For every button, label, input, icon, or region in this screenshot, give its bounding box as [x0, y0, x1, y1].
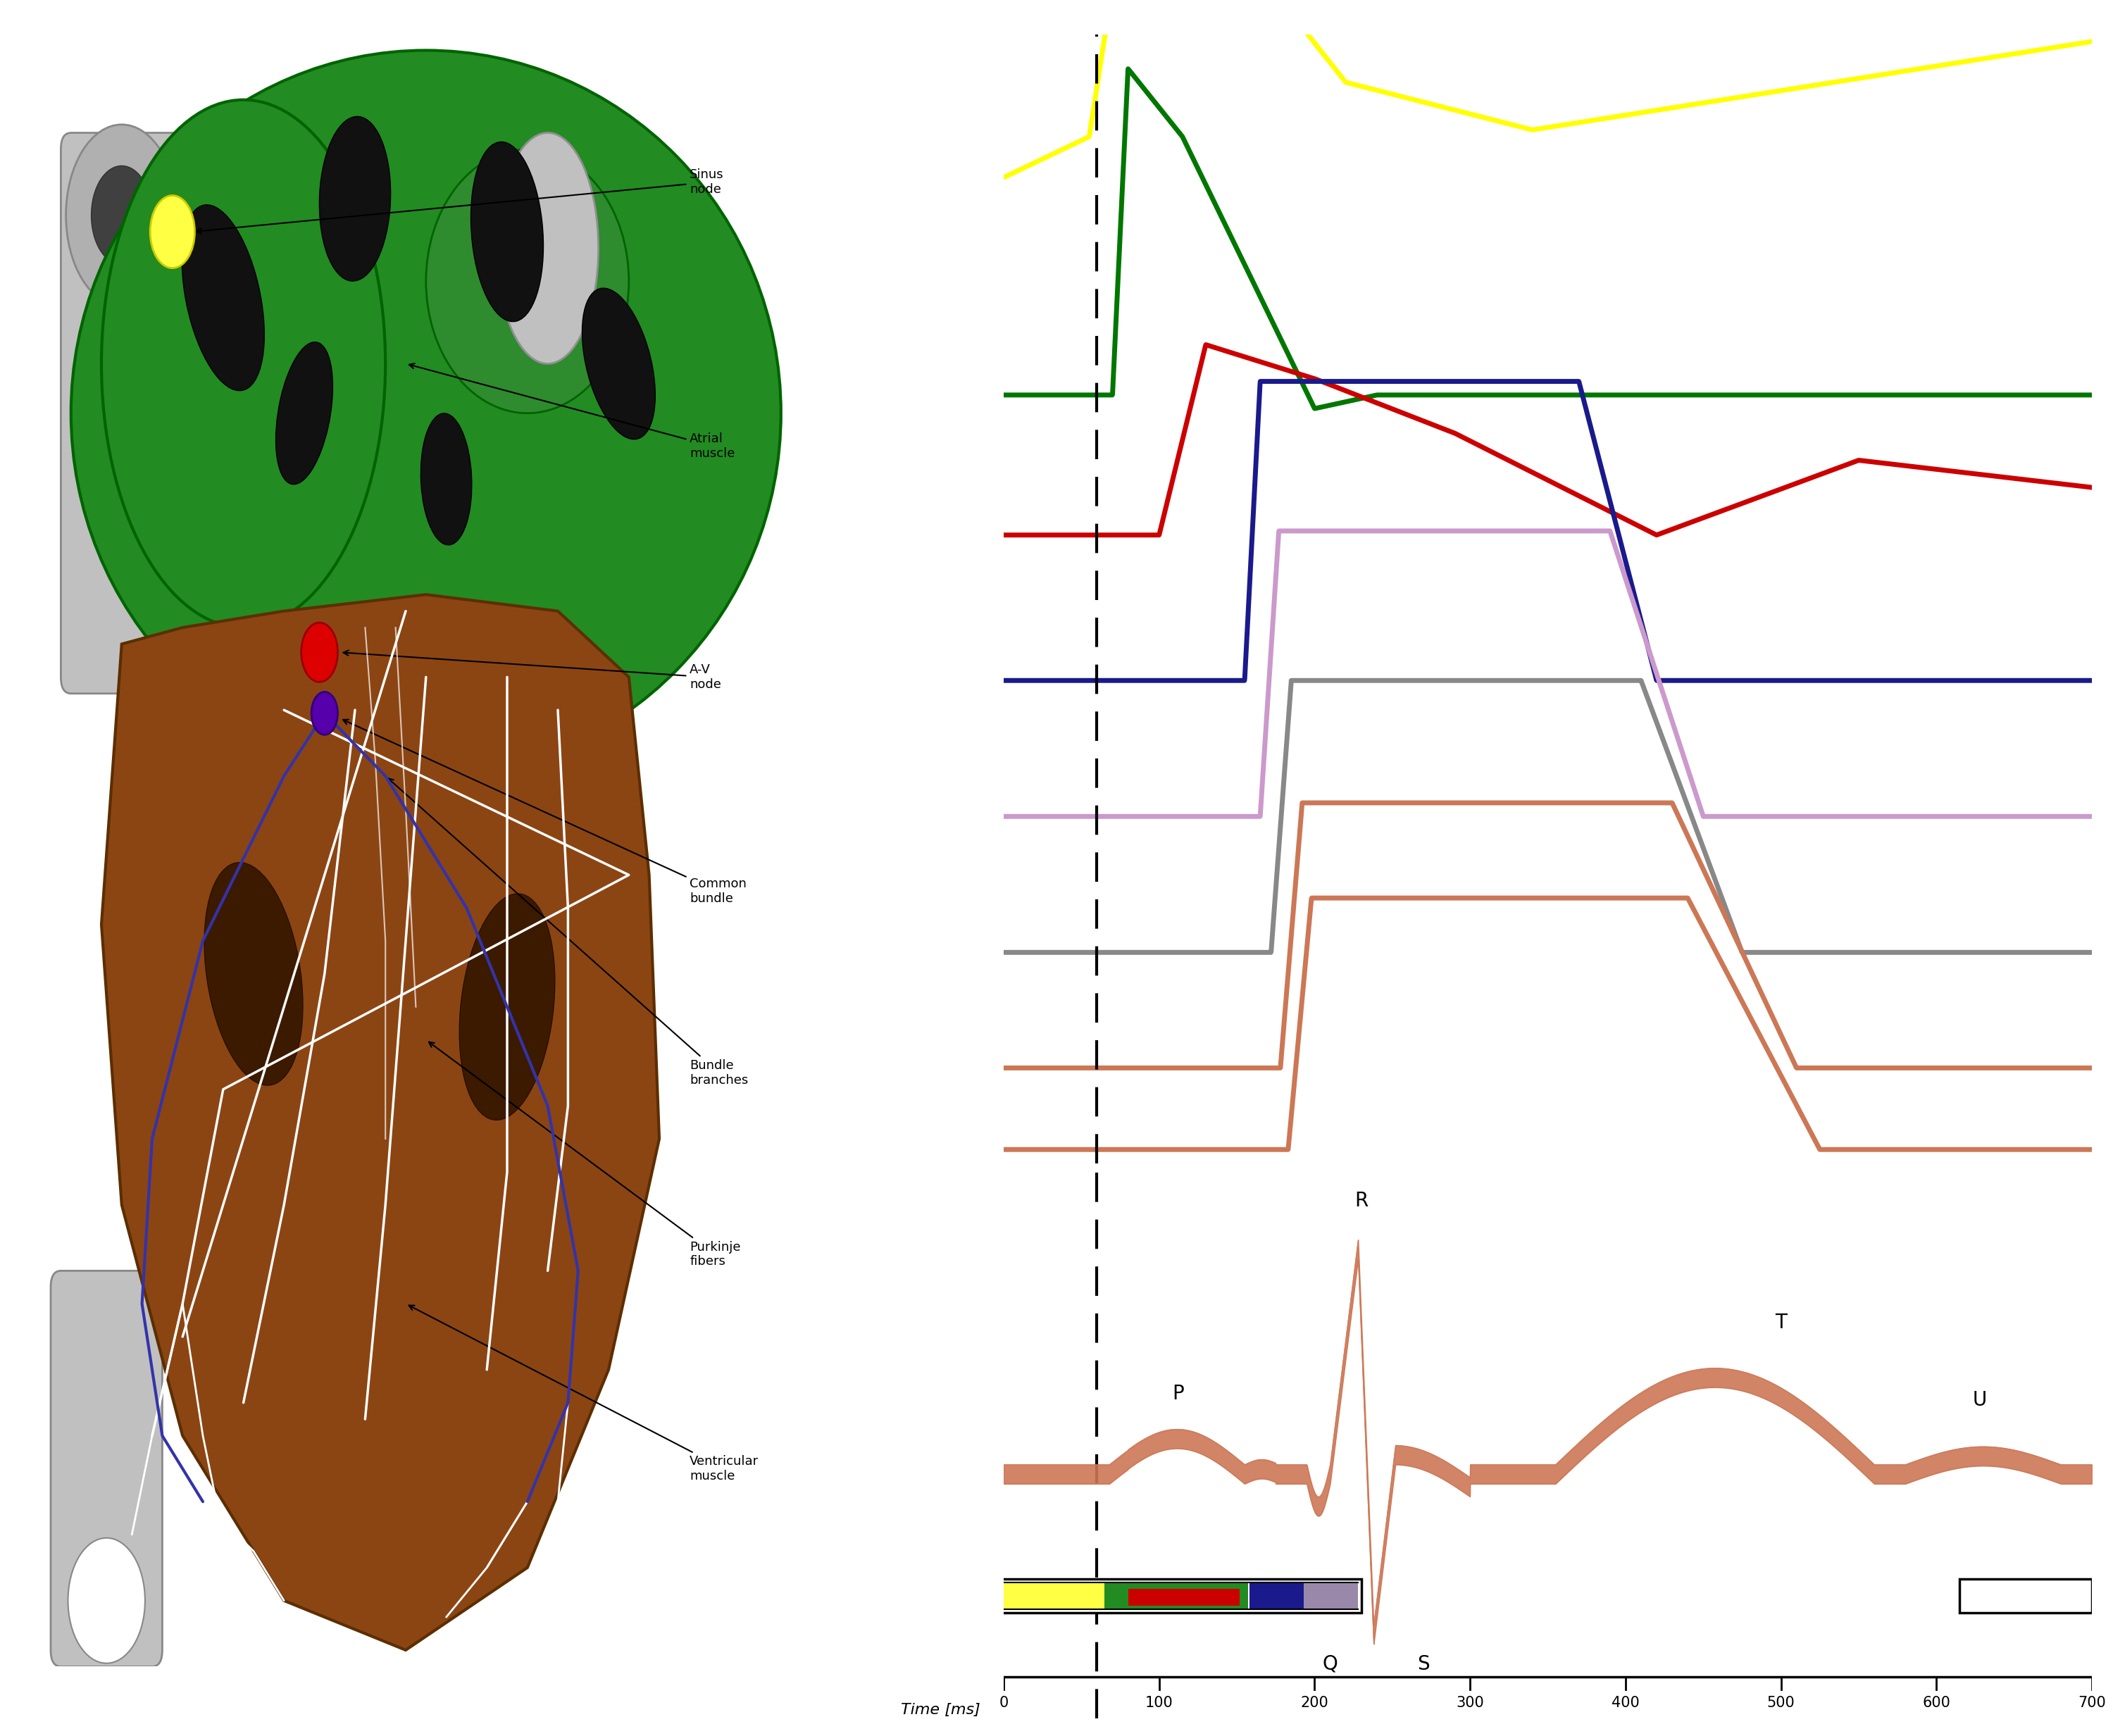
Text: Sinus
node: Sinus node	[197, 168, 725, 233]
Text: 100: 100	[1145, 1696, 1173, 1710]
Text: U: U	[1974, 1391, 1986, 1410]
Ellipse shape	[420, 413, 471, 545]
Bar	[1249, 1581, 1304, 1609]
Text: S: S	[1418, 1654, 1431, 1674]
Text: Purkinje
fibers: Purkinje fibers	[429, 1042, 742, 1267]
Bar	[1004, 1581, 1105, 1609]
Circle shape	[66, 125, 177, 306]
Text: Q: Q	[1323, 1654, 1338, 1674]
Text: R: R	[1354, 1191, 1367, 1210]
Text: Time [ms]: Time [ms]	[900, 1703, 980, 1717]
Circle shape	[91, 165, 152, 264]
Text: 0: 0	[999, 1696, 1008, 1710]
Bar	[1959, 1580, 2092, 1613]
Ellipse shape	[101, 101, 385, 628]
FancyBboxPatch shape	[61, 134, 182, 694]
Text: 600: 600	[1923, 1696, 1950, 1710]
FancyBboxPatch shape	[51, 1271, 163, 1667]
Circle shape	[68, 1538, 146, 1663]
Text: 700: 700	[2077, 1696, 2107, 1710]
Text: 400: 400	[1612, 1696, 1640, 1710]
Polygon shape	[101, 594, 659, 1649]
Circle shape	[311, 693, 338, 734]
Text: Ventricular
muscle: Ventricular muscle	[410, 1305, 759, 1483]
Ellipse shape	[182, 205, 264, 391]
Text: A-V
node: A-V node	[342, 651, 721, 691]
Ellipse shape	[497, 132, 598, 365]
Text: P: P	[1173, 1384, 1183, 1403]
Text: Common
bundle: Common bundle	[342, 719, 746, 904]
Bar	[1002, 1580, 1361, 1613]
Ellipse shape	[319, 116, 391, 281]
Ellipse shape	[459, 894, 556, 1120]
Text: Bundle
branches: Bundle branches	[389, 778, 748, 1087]
Ellipse shape	[581, 288, 655, 439]
Text: Atrial
muscle: Atrial muscle	[410, 363, 735, 460]
Text: T: T	[1775, 1312, 1788, 1333]
Ellipse shape	[205, 863, 302, 1085]
Text: 500: 500	[1766, 1696, 1794, 1710]
Bar	[1105, 1581, 1249, 1609]
Ellipse shape	[72, 50, 782, 776]
Ellipse shape	[277, 342, 332, 484]
Bar	[1128, 1588, 1240, 1606]
Text: 200: 200	[1302, 1696, 1329, 1710]
Ellipse shape	[427, 149, 630, 413]
Text: 300: 300	[1456, 1696, 1483, 1710]
Ellipse shape	[471, 142, 543, 321]
Circle shape	[150, 196, 194, 267]
Bar	[1304, 1581, 1359, 1609]
Circle shape	[302, 623, 338, 682]
